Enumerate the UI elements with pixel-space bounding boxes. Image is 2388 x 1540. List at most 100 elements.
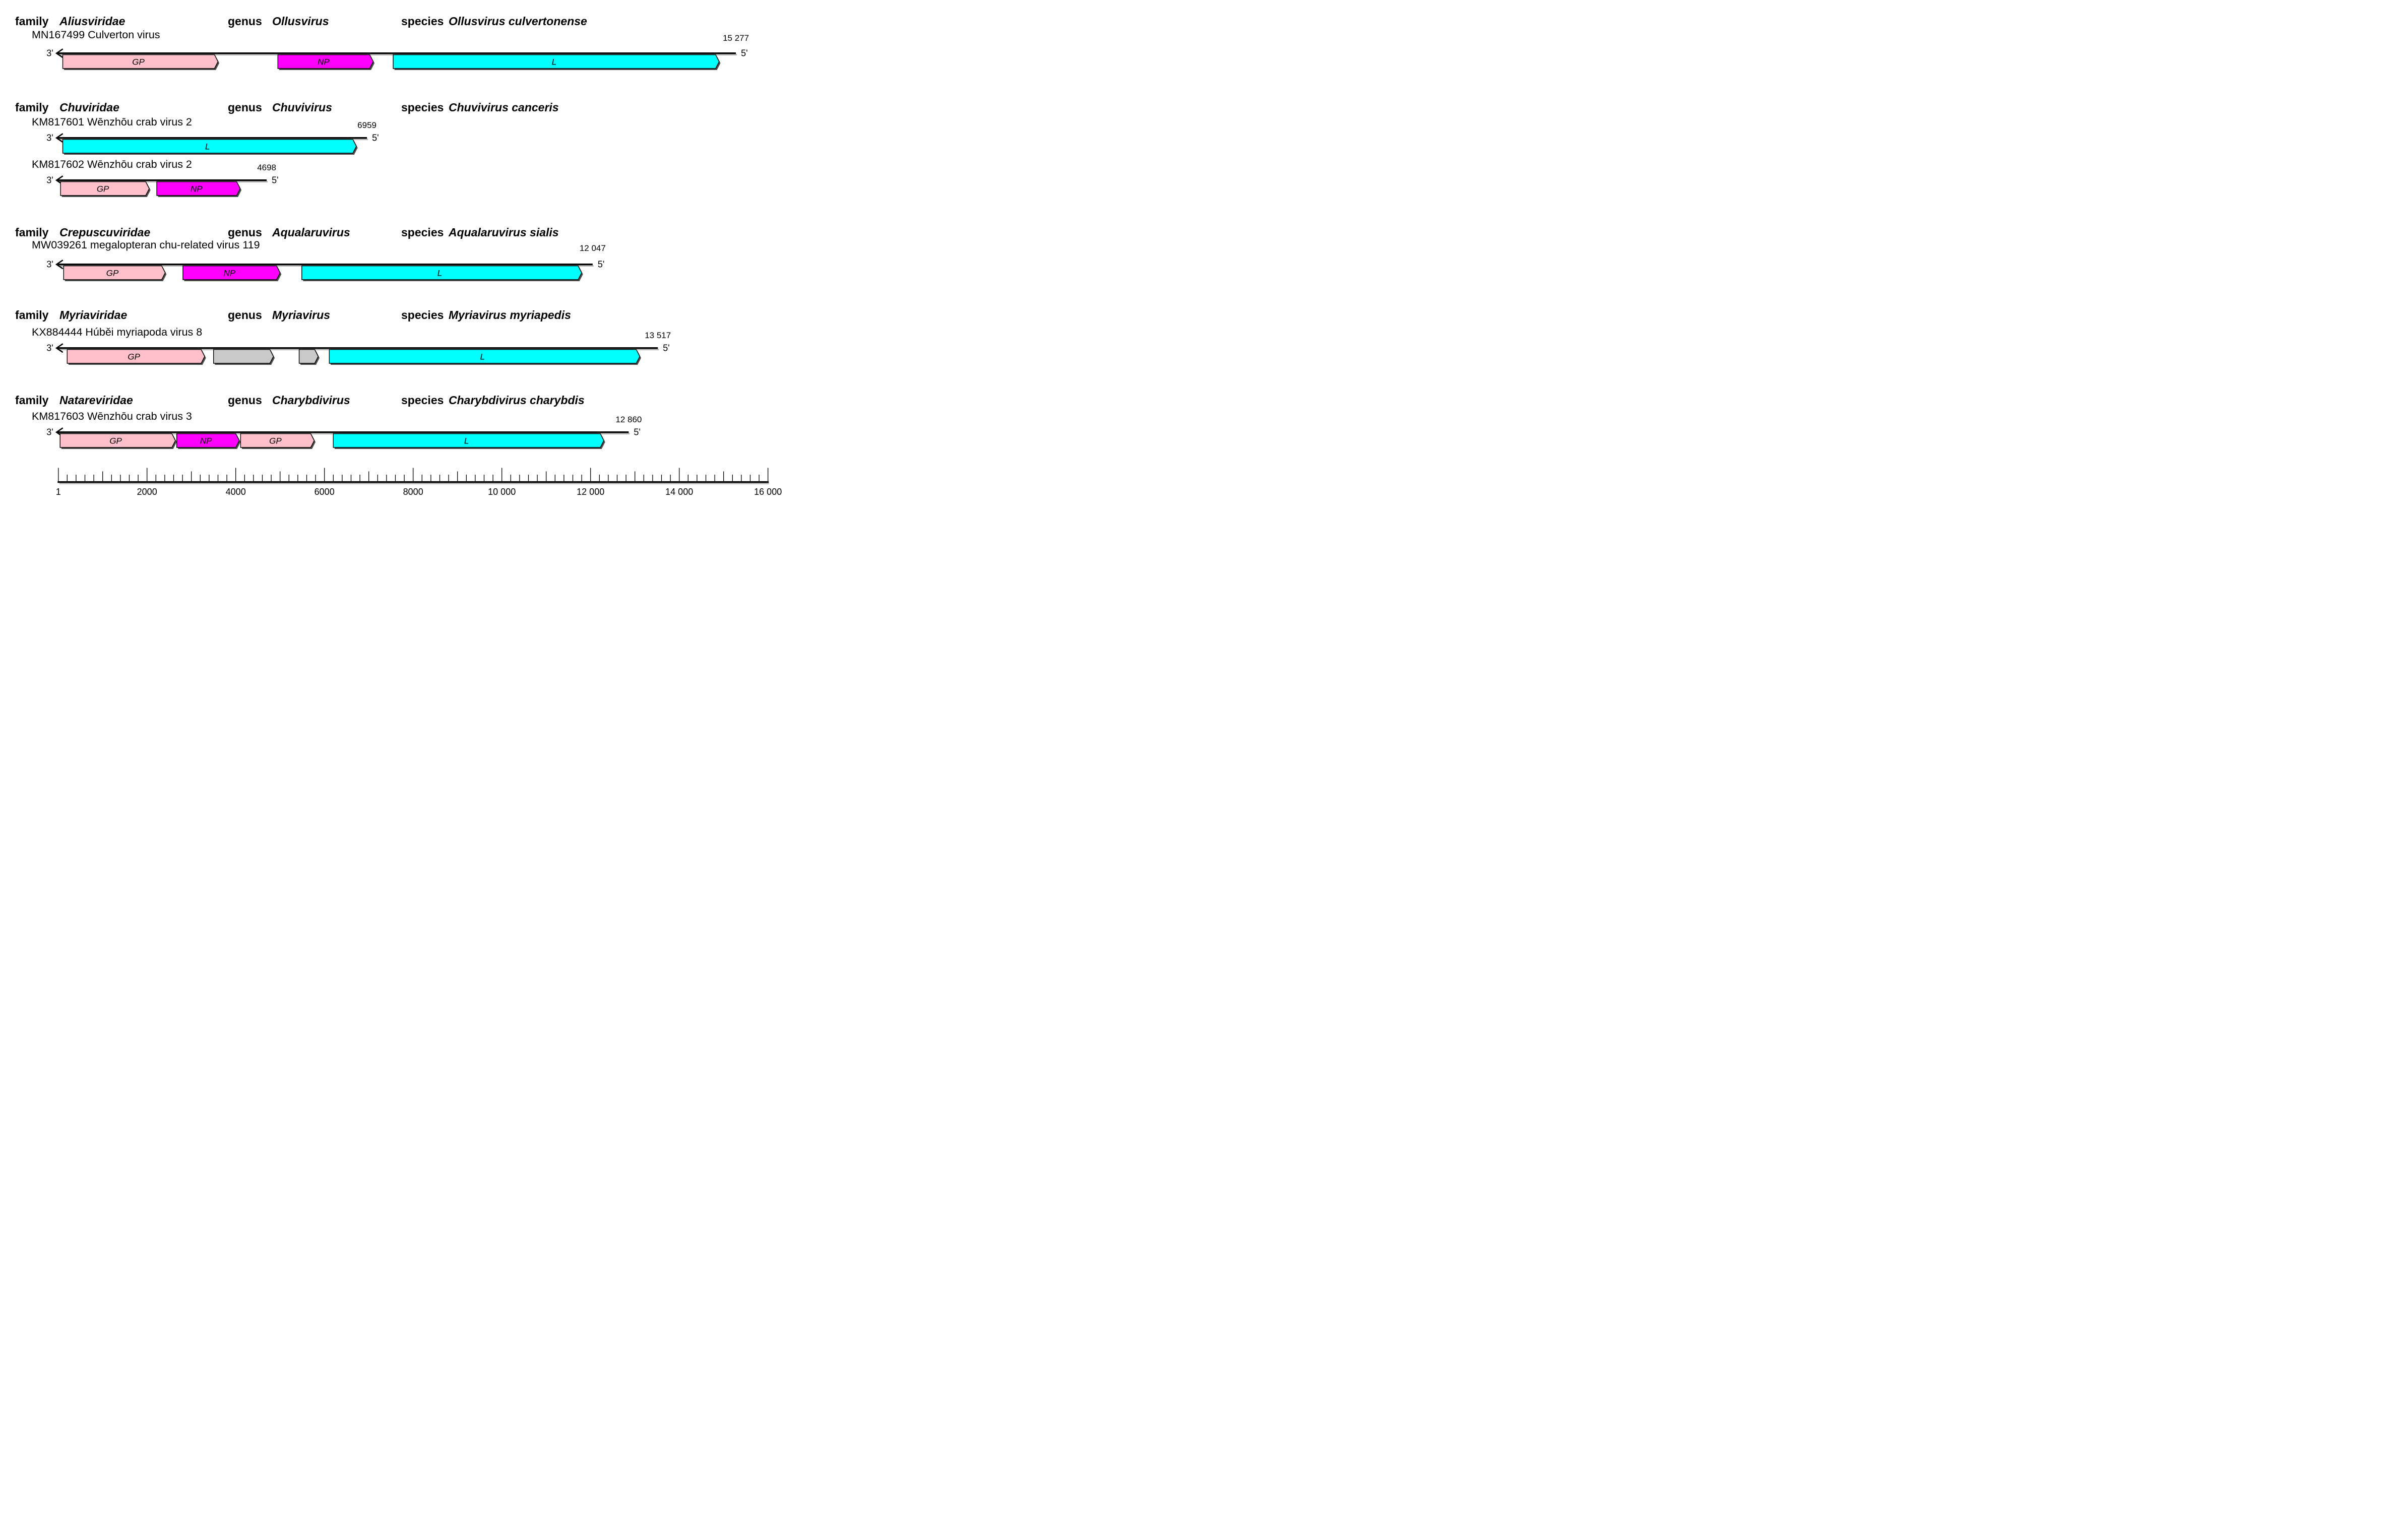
- gene-label: L: [437, 268, 442, 278]
- gene-block-np: [182, 265, 281, 280]
- family-label: family: [15, 226, 49, 239]
- species-name: Ollusvirus culvertonense: [449, 14, 587, 28]
- gene-label: GP: [106, 268, 119, 278]
- species-label: species: [401, 393, 444, 407]
- gene-block-l: [333, 433, 604, 448]
- gene-block-np: [277, 54, 374, 69]
- gene-label: NP: [191, 184, 203, 194]
- three-prime-label: 3': [46, 48, 53, 58]
- gene-label: GP: [97, 184, 109, 194]
- accession-label: MN167499 Culverton virus: [32, 28, 160, 41]
- gene-label: L: [480, 352, 485, 362]
- family-name: Chuviridae: [59, 100, 119, 114]
- genus-label: genus: [228, 226, 262, 239]
- gene-label: L: [464, 436, 469, 445]
- ruler-tick-label: 10 000: [488, 486, 516, 497]
- three-prime-label: 3': [46, 259, 53, 269]
- species-name: Chuvivirus canceris: [449, 100, 559, 114]
- family-name: Aliusviridae: [59, 14, 125, 28]
- gene-label: GP: [132, 57, 145, 67]
- gene-block-gp: [62, 54, 219, 69]
- five-prime-label: 5': [598, 259, 604, 269]
- ruler-tick-label: 2000: [137, 486, 157, 497]
- genome-length-label: 12 047: [579, 243, 606, 253]
- genome-map-row: 3' 5' GP L: [46, 343, 670, 365]
- gene-label: GP: [109, 436, 122, 445]
- gene-block-gp: [240, 433, 315, 448]
- accession-label: MW039261 megalopteran chu-related virus …: [32, 238, 260, 251]
- five-prime-label: 5': [663, 343, 669, 353]
- three-prime-label: 3': [46, 427, 53, 437]
- ruler-tick-label: 8000: [403, 486, 423, 497]
- gene-block-gp: [67, 349, 205, 364]
- genus-name: Charybdivirus: [272, 393, 350, 407]
- three-prime-arrow-icon: [55, 343, 64, 353]
- family-label: family: [15, 308, 49, 322]
- three-prime-arrow-icon: [55, 48, 64, 58]
- ruler-tick-label: 14 000: [665, 486, 694, 497]
- five-prime-label: 5': [634, 427, 640, 437]
- species-label: species: [401, 226, 444, 239]
- three-prime-arrow-icon: [55, 259, 64, 269]
- genome-length-label: 13 517: [645, 330, 671, 340]
- family-label: family: [15, 14, 49, 28]
- family-label: family: [15, 100, 49, 114]
- five-prime-label: 5': [272, 175, 278, 185]
- species-label: species: [401, 14, 444, 28]
- ruler-tick-label: 16 000: [754, 486, 782, 497]
- accession-label: KM817603 Wēnzhōu crab virus 3: [32, 410, 192, 422]
- genome-length-label: 4698: [257, 162, 277, 172]
- orf-block-gray: [298, 349, 319, 364]
- genus-name: Aqualaruvirus: [272, 226, 350, 239]
- family-name: Crepuscuviridae: [59, 226, 151, 239]
- gene-label: L: [205, 142, 210, 152]
- gene-block-l: [329, 349, 641, 364]
- five-prime-label: 5': [741, 48, 747, 58]
- genus-name: Chuvivirus: [272, 100, 332, 114]
- genus-name: Ollusvirus: [272, 14, 329, 28]
- species-label: species: [401, 308, 444, 322]
- ruler-tick-label: 1: [55, 486, 61, 497]
- gene-label: NP: [318, 57, 330, 67]
- genus-label: genus: [228, 393, 262, 407]
- three-prime-label: 3': [46, 175, 53, 185]
- genus-label: genus: [228, 100, 262, 114]
- three-prime-label: 3': [46, 133, 53, 143]
- genome-length-label: 6959: [357, 120, 376, 131]
- family-label: family: [15, 393, 49, 407]
- three-prime-arrow-icon: [55, 133, 64, 143]
- gene-label: NP: [200, 436, 212, 445]
- accession-label: KM817602 Wēnzhōu crab virus 2: [32, 158, 192, 170]
- gene-block-l: [62, 139, 357, 154]
- ruler-tick-label: 12 000: [577, 486, 605, 497]
- genome-map-row: 3' 5' GP NP: [46, 175, 279, 197]
- gene-label: GP: [128, 352, 140, 362]
- gene-block-l: [301, 265, 582, 280]
- gene-block-np: [156, 181, 241, 196]
- gene-block-l: [393, 54, 720, 69]
- genus-label: genus: [228, 14, 262, 28]
- genome-length-label: 15 277: [723, 33, 749, 43]
- scale-ruler: [57, 468, 769, 485]
- gene-block-gp: [59, 433, 176, 448]
- gene-label: L: [552, 57, 556, 67]
- accession-label: KX884444 Húběi myriapoda virus 8: [32, 326, 203, 338]
- species-label: species: [401, 100, 444, 114]
- orf-block-gray: [213, 349, 274, 364]
- five-prime-label: 5': [372, 133, 379, 143]
- species-name: Myriavirus myriapedis: [449, 308, 571, 322]
- accession-label: KM817601 Wēnzhōu crab virus 2: [32, 116, 192, 129]
- genome-map-row: 3' 5' GP NP GP L: [46, 427, 641, 449]
- gene-label: GP: [269, 436, 282, 445]
- genome-map-row: 3' 5' L: [46, 133, 379, 155]
- family-name: Myriaviridae: [59, 308, 128, 322]
- gene-block-np: [176, 433, 240, 448]
- genome-map-row: 3' 5' GP NP L: [46, 259, 604, 281]
- genome-length-label: 12 860: [615, 414, 642, 424]
- family-name: Natareviridae: [59, 393, 133, 407]
- ruler-tick-label: 6000: [314, 486, 335, 497]
- species-name: Aqualaruvirus sialis: [449, 226, 559, 239]
- genome-map-row: 3' 5' GP NP L: [46, 48, 748, 71]
- gene-block-gp: [60, 181, 150, 196]
- species-name: Charybdivirus charybdis: [449, 393, 585, 407]
